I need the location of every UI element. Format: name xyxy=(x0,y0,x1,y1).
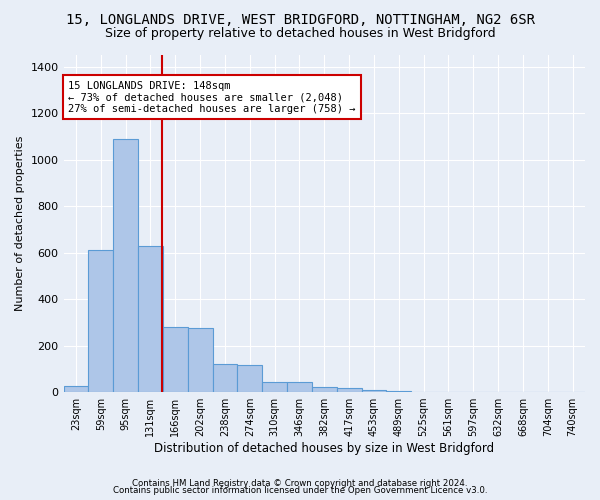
Bar xyxy=(312,388,337,392)
Bar xyxy=(362,390,386,392)
Text: 15, LONGLANDS DRIVE, WEST BRIDGFORD, NOTTINGHAM, NG2 6SR: 15, LONGLANDS DRIVE, WEST BRIDGFORD, NOT… xyxy=(65,12,535,26)
Bar xyxy=(287,382,312,392)
Bar xyxy=(212,364,238,392)
Bar xyxy=(113,138,138,392)
Bar xyxy=(386,391,411,392)
Bar xyxy=(88,250,113,392)
Bar xyxy=(64,386,88,392)
Bar xyxy=(138,246,163,392)
Bar xyxy=(163,327,188,392)
Bar xyxy=(337,388,362,392)
Y-axis label: Number of detached properties: Number of detached properties xyxy=(15,136,25,311)
Bar xyxy=(262,382,287,392)
Bar xyxy=(188,328,212,392)
Text: Contains HM Land Registry data © Crown copyright and database right 2024.: Contains HM Land Registry data © Crown c… xyxy=(132,478,468,488)
Text: 15 LONGLANDS DRIVE: 148sqm
← 73% of detached houses are smaller (2,048)
27% of s: 15 LONGLANDS DRIVE: 148sqm ← 73% of deta… xyxy=(68,80,356,114)
Bar xyxy=(238,366,262,392)
Text: Size of property relative to detached houses in West Bridgford: Size of property relative to detached ho… xyxy=(104,28,496,40)
X-axis label: Distribution of detached houses by size in West Bridgford: Distribution of detached houses by size … xyxy=(154,442,494,455)
Text: Contains public sector information licensed under the Open Government Licence v3: Contains public sector information licen… xyxy=(113,486,487,495)
